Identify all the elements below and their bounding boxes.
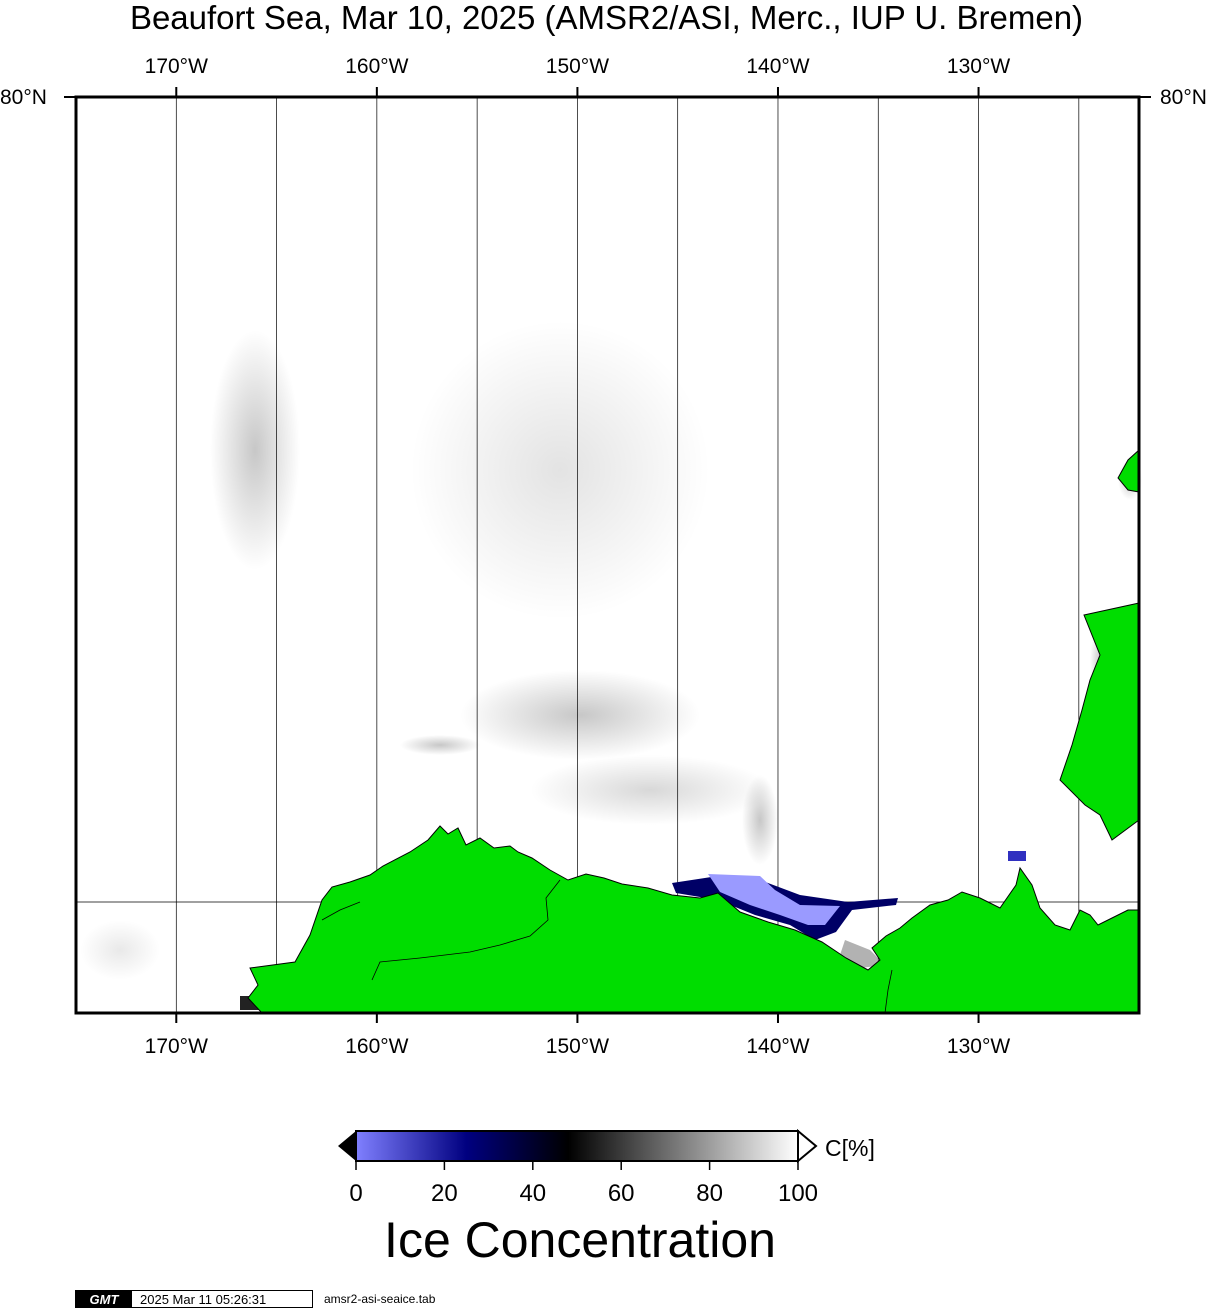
gmt-logo: GMT: [76, 1291, 132, 1307]
colorbar-under-arrow: [338, 1131, 356, 1161]
colorbar-title: Ice Concentration: [384, 1212, 776, 1268]
colorbar-tick-label: 40: [519, 1180, 547, 1207]
alaska-north-slope: [247, 825, 1140, 1014]
lon-label-bottom: 130°W: [946, 1035, 1011, 1058]
ice-patch: [80, 920, 160, 980]
gmt-timestamp: 2025 Mar 11 05:26:31: [140, 1291, 267, 1307]
lon-label-bottom: 150°W: [545, 1035, 610, 1058]
ice-patch: [530, 755, 770, 825]
ice-patch: [410, 320, 710, 620]
map-title: Beaufort Sea, Mar 10, 2025 (AMSR2/ASI, M…: [129, 0, 1084, 36]
colorbar-tick-label: 0: [349, 1180, 363, 1207]
lon-label-top: 160°W: [345, 55, 409, 78]
colorbar-tick-label: 80: [696, 1180, 723, 1207]
lon-label-bottom: 140°W: [746, 1035, 810, 1058]
lon-label-top: 170°W: [144, 55, 208, 78]
map-frame: [74, 95, 1141, 1015]
lon-label-top: 150°W: [545, 55, 610, 78]
ice-patch: [460, 670, 700, 760]
border-line: [321, 901, 361, 921]
ice-patch: [210, 330, 300, 570]
graticule: [175, 97, 1080, 1013]
colorbar-tick-label: 20: [431, 1180, 458, 1207]
source-file-label: amsr2-asi-seaice.tab: [324, 1292, 436, 1306]
lon-label-bottom: 170°W: [144, 1035, 208, 1058]
colorbar-unit: C[%]: [825, 1135, 875, 1161]
land: [247, 448, 1140, 1014]
ice-patch: [1008, 851, 1026, 861]
gmt-timestamp-box: GMT 2025 Mar 11 05:26:31: [75, 1290, 313, 1308]
lon-label-top: 140°W: [746, 55, 810, 78]
colorbar-over-arrow: [797, 1128, 818, 1164]
lat-label-right: 80°N: [1160, 86, 1207, 109]
colorbar: [338, 1128, 818, 1170]
border-line: [884, 969, 893, 1014]
colorbar-ticks: [355, 1161, 799, 1170]
lon-label-bottom: 160°W: [345, 1035, 409, 1058]
ice-patch: [400, 735, 480, 755]
borders: [321, 879, 893, 1014]
ice-patch: [742, 775, 778, 865]
border-line: [371, 879, 561, 981]
lon-label-top: 130°W: [946, 55, 1011, 78]
lat-label-left: 80°N: [0, 86, 47, 109]
colorbar-tick-label: 100: [777, 1180, 819, 1207]
ice-band-light: [708, 874, 840, 925]
ice-texture: [80, 320, 1142, 980]
colorbar-ramp: [355, 1130, 799, 1162]
frame-ticks: [175, 87, 980, 1023]
colorbar-tick-label: 60: [607, 1180, 635, 1207]
